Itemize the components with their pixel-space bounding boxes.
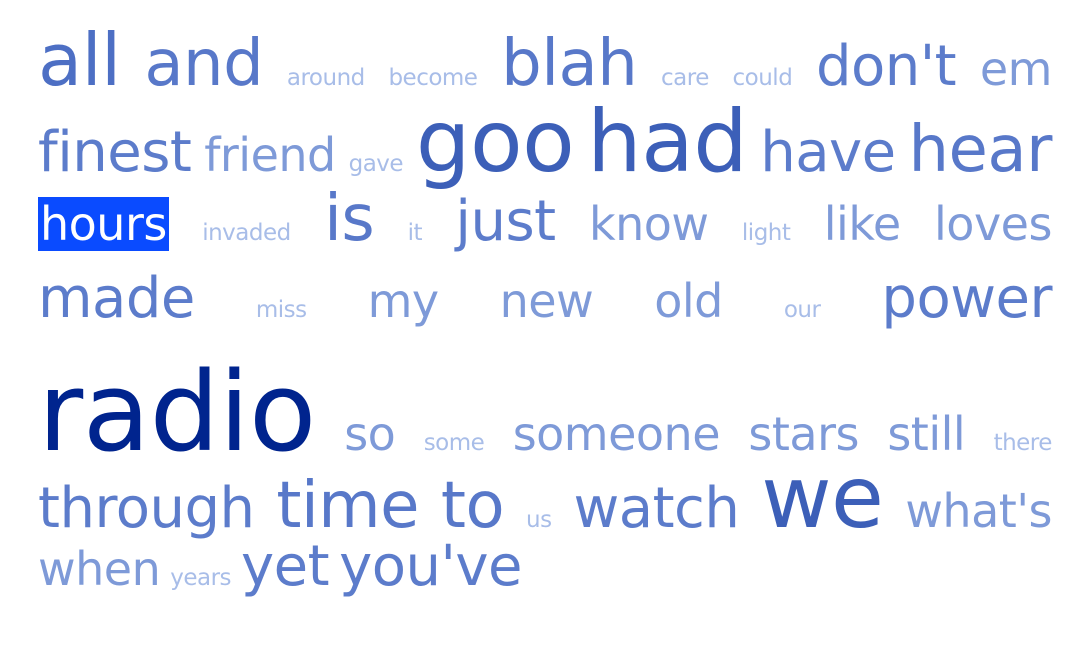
cloud-line-1: all and around become blah care could do…	[38, 18, 1052, 102]
word-friend[interactable]: friend	[204, 128, 336, 182]
word-is[interactable]: is	[324, 182, 375, 256]
word-some[interactable]: some	[423, 430, 485, 456]
word-old[interactable]: old	[654, 274, 723, 328]
word-new[interactable]: new	[499, 274, 594, 328]
word-gave[interactable]: gave	[348, 151, 404, 177]
word-it[interactable]: it	[407, 220, 423, 246]
word-and[interactable]: and	[144, 27, 264, 101]
word-whats[interactable]: what's	[905, 484, 1052, 538]
tag-cloud: all and around become blah care could do…	[38, 18, 1052, 614]
word-years[interactable]: years	[170, 565, 232, 591]
word-have[interactable]: have	[760, 120, 896, 185]
word-us[interactable]: us	[526, 507, 552, 533]
word-just[interactable]: just	[455, 189, 556, 254]
cloud-line-6: through time to us watch we what's	[38, 448, 1052, 548]
word-hours[interactable]: hours	[38, 197, 169, 251]
word-still[interactable]: still	[887, 407, 966, 461]
cloud-line-5: radio so some someone stars still there	[38, 348, 1052, 476]
word-goo[interactable]: goo	[415, 92, 575, 192]
word-all[interactable]: all	[38, 18, 121, 102]
word-time[interactable]: time	[276, 469, 420, 543]
word-so[interactable]: so	[344, 407, 396, 461]
word-had[interactable]: had	[587, 92, 748, 192]
word-made[interactable]: made	[38, 266, 195, 331]
word-know[interactable]: know	[588, 197, 709, 251]
word-watch[interactable]: watch	[573, 476, 740, 541]
word-dont[interactable]: don't	[815, 34, 957, 99]
word-could[interactable]: could	[732, 65, 793, 91]
word-power[interactable]: power	[881, 266, 1052, 331]
word-our[interactable]: our	[783, 297, 821, 323]
word-finest[interactable]: finest	[38, 120, 192, 185]
word-become[interactable]: become	[388, 65, 478, 91]
word-stars[interactable]: stars	[748, 407, 859, 461]
word-to[interactable]: to	[440, 469, 505, 543]
cloud-line-2: finest friend gave goo had have hear	[38, 92, 1052, 192]
word-like[interactable]: like	[823, 197, 901, 251]
cloud-line-4: made miss my new old our power	[38, 266, 1052, 348]
word-someone[interactable]: someone	[512, 407, 721, 461]
word-youve[interactable]: you've	[339, 534, 522, 599]
cloud-line-7: when years yet you've	[38, 534, 1052, 614]
word-blah[interactable]: blah	[501, 27, 638, 101]
word-radio[interactable]: radio	[38, 348, 316, 476]
word-yet[interactable]: yet	[241, 534, 330, 599]
word-when[interactable]: when	[38, 542, 161, 596]
word-light[interactable]: light	[741, 220, 791, 246]
word-my[interactable]: my	[367, 274, 440, 328]
word-through[interactable]: through	[38, 476, 255, 541]
word-care[interactable]: care	[661, 65, 709, 91]
word-invaded[interactable]: invaded	[202, 220, 291, 246]
word-hear[interactable]: hear	[908, 113, 1052, 187]
word-there[interactable]: there	[993, 430, 1053, 456]
cloud-line-3: hours invaded is it just know light like…	[38, 182, 1052, 266]
word-we[interactable]: we	[761, 448, 884, 548]
word-em[interactable]: em	[979, 42, 1053, 96]
word-around[interactable]: around	[286, 65, 365, 91]
word-loves[interactable]: loves	[934, 197, 1052, 251]
word-miss[interactable]: miss	[255, 297, 307, 323]
